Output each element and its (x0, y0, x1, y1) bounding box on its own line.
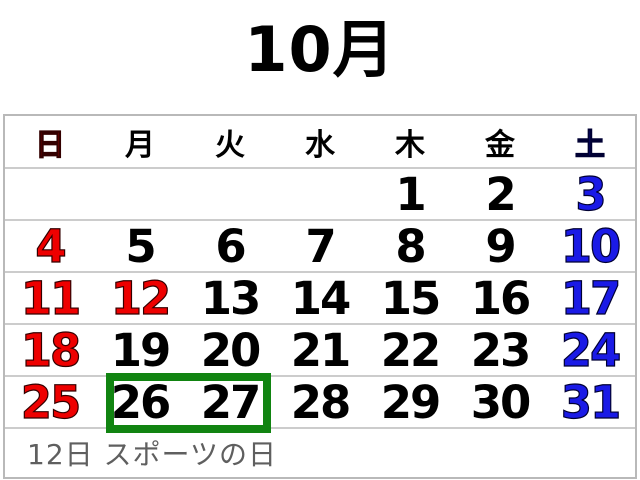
day-cell-3[interactable]: 3 (575, 167, 608, 221)
day-cell-16[interactable]: 16 (470, 271, 532, 325)
day-cell-13[interactable]: 13 (200, 271, 262, 325)
day-cell-empty (95, 169, 185, 219)
day-cell-7[interactable]: 7 (305, 219, 336, 273)
week-row: 25 26 27 28 29 30 31 (5, 375, 635, 427)
day-cell-30[interactable]: 30 (470, 375, 532, 429)
day-cell-11[interactable]: 11 (20, 271, 82, 325)
calendar-month-title: 10月 (244, 13, 396, 86)
week-row: 11 12 13 14 15 16 17 (5, 271, 635, 323)
weekday-tuesday: 火 (215, 127, 245, 163)
day-cell-18[interactable]: 18 (20, 323, 82, 377)
weekday-monday: 月 (125, 127, 155, 163)
day-cell-22[interactable]: 22 (380, 323, 442, 377)
day-cell-empty (275, 169, 365, 219)
day-cell-20[interactable]: 20 (200, 323, 262, 377)
week-row: 18 19 20 21 22 23 24 (5, 323, 635, 375)
day-cell-2[interactable]: 2 (485, 167, 516, 221)
day-cell-10[interactable]: 10 (560, 219, 622, 273)
day-cell-26[interactable]: 26 (110, 375, 172, 429)
weekday-saturday: 土 (574, 127, 605, 163)
day-cell-14[interactable]: 14 (290, 271, 352, 325)
weekday-thursday: 木 (395, 127, 425, 163)
day-cell-25[interactable]: 25 (20, 375, 82, 429)
weekday-wednesday: 水 (305, 127, 335, 163)
weeks-grid: 1 2 3 4 5 6 7 8 9 10 11 12 13 14 15 16 17 18 19 20 21 22 23 24 2… (5, 167, 635, 427)
day-cell-29[interactable]: 29 (380, 375, 442, 429)
day-cell-19[interactable]: 19 (110, 323, 172, 377)
week-row: 1 2 3 (5, 167, 635, 219)
day-cell-4[interactable]: 4 (35, 219, 68, 273)
day-cell-6[interactable]: 6 (215, 219, 246, 273)
weekday-header-row: 日 月 火 水 木 金 土 (5, 116, 635, 167)
day-cell-17[interactable]: 17 (560, 271, 622, 325)
day-cell-15[interactable]: 15 (380, 271, 442, 325)
day-cell-1[interactable]: 1 (395, 167, 426, 221)
weekday-friday: 金 (485, 127, 515, 163)
day-cell-5[interactable]: 5 (125, 219, 156, 273)
day-cell-empty (5, 169, 95, 219)
day-cell-empty (185, 169, 275, 219)
day-cell-12[interactable]: 12 (110, 271, 172, 325)
holiday-note-row: 12日 スポーツの日 (5, 427, 635, 477)
day-cell-28[interactable]: 28 (290, 375, 352, 429)
day-cell-9[interactable]: 9 (485, 219, 516, 273)
day-cell-24[interactable]: 24 (560, 323, 622, 377)
day-cell-8[interactable]: 8 (395, 219, 426, 273)
week-row: 4 5 6 7 8 9 10 (5, 219, 635, 271)
day-cell-21[interactable]: 21 (290, 323, 352, 377)
weekday-sunday: 日 (34, 127, 65, 163)
day-cell-31[interactable]: 31 (560, 375, 622, 429)
calendar-table: 日 月 火 水 木 金 土 1 2 3 4 5 6 7 8 9 10 11 12 13 14 15 16 17 1… (3, 114, 637, 479)
day-cell-23[interactable]: 23 (470, 323, 532, 377)
day-cell-27[interactable]: 27 (200, 375, 262, 429)
holiday-note: 12日 スポーツの日 (27, 438, 277, 471)
